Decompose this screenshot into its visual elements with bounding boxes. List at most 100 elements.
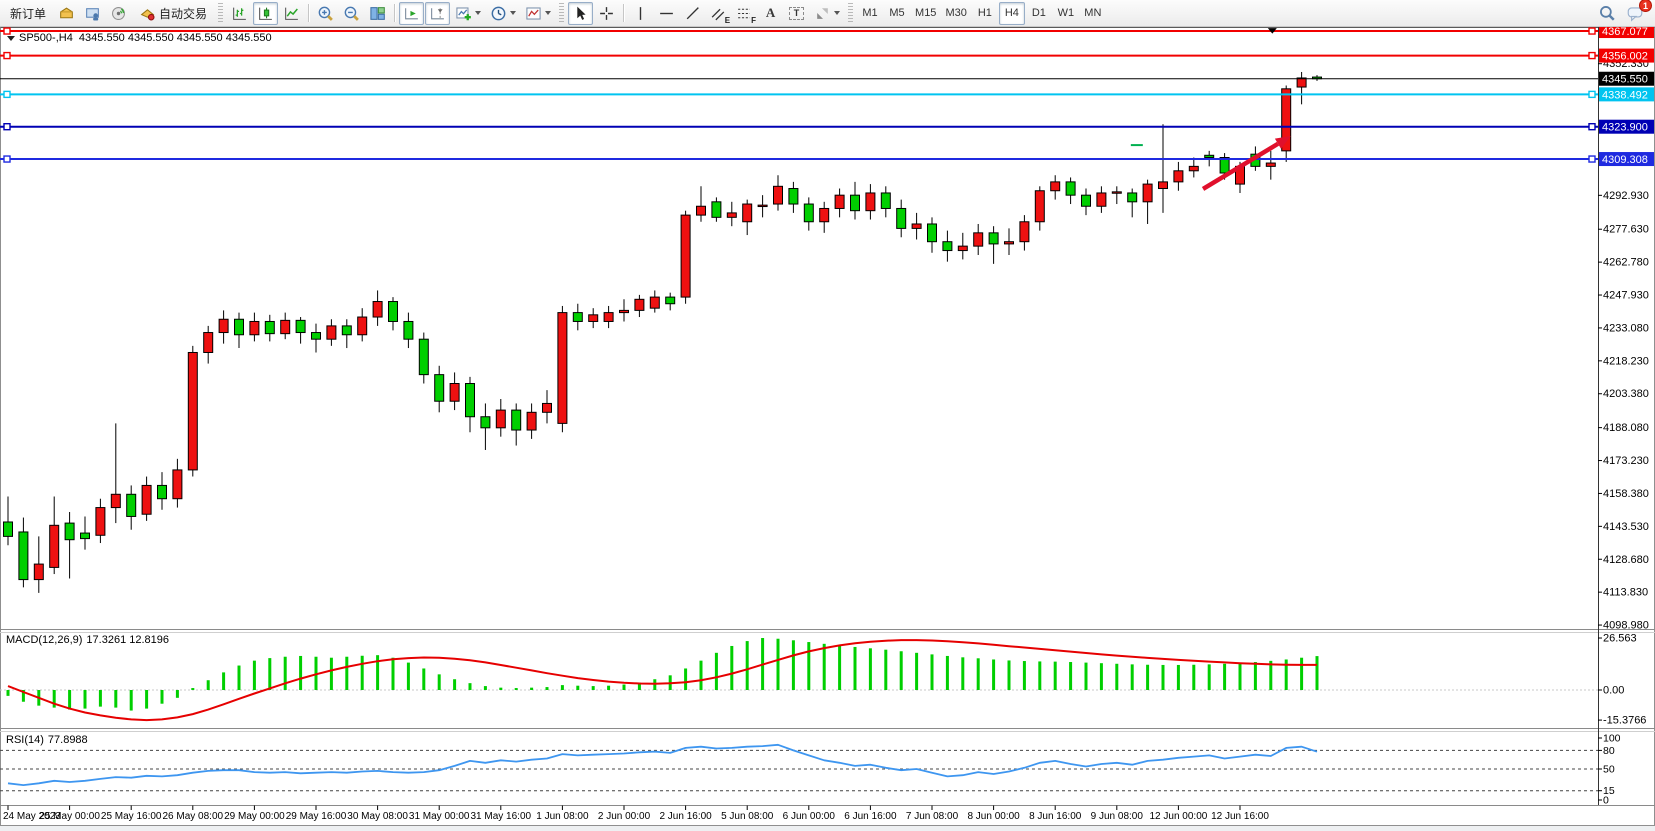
crosshair-icon (600, 6, 613, 20)
bar-chart-button[interactable] (227, 2, 252, 25)
add-indicator-button[interactable] (451, 2, 485, 25)
macd-histogram-bar (1315, 656, 1319, 690)
rsi-scale-label: 15 (1603, 785, 1615, 797)
autotrading-button[interactable]: 自动交易 (132, 2, 214, 25)
macd-histogram-bar (406, 662, 410, 690)
candle-body (742, 203, 753, 223)
candle-body (203, 332, 214, 353)
hline-handle[interactable] (3, 155, 11, 163)
chevron-down-icon (834, 11, 841, 15)
horizontal-line-button[interactable] (654, 2, 679, 25)
candle-body (603, 312, 614, 322)
new-order-button[interactable]: 新订单 (3, 2, 53, 25)
zoom-in-button[interactable] (313, 2, 338, 25)
trend-arrow[interactable] (1201, 141, 1280, 191)
macd-histogram-bar (175, 690, 179, 698)
tile-windows-button[interactable] (365, 2, 390, 25)
timeframe-w1-button[interactable]: W1 (1053, 2, 1079, 25)
macd-scale-label: 0.00 (1603, 685, 1624, 697)
fibonacci-button[interactable]: F (732, 2, 757, 25)
arrows-tool-icon (817, 7, 828, 19)
auto-scroll-button[interactable] (399, 1, 425, 25)
hline-badge-label: 4356.002 (1602, 51, 1648, 63)
candle-body (372, 301, 383, 318)
cursor-button[interactable] (568, 1, 594, 25)
price-scale[interactable] (1599, 27, 1655, 805)
chart-shift-button[interactable] (425, 1, 451, 25)
hline-handle[interactable] (1588, 27, 1596, 35)
horizontal-line-icon (660, 12, 673, 14)
rsi-scale-label: 100 (1603, 733, 1621, 745)
trend-arrow-head[interactable] (1274, 136, 1291, 149)
macd-histogram-bar (868, 648, 872, 690)
search-button[interactable] (1594, 2, 1620, 25)
line-chart-button[interactable] (279, 2, 304, 25)
timeframe-d1-button[interactable]: D1 (1026, 2, 1052, 25)
macd-histogram-bar (530, 687, 534, 690)
timeframe-m1-button[interactable]: M1 (857, 2, 883, 25)
candle-body (172, 469, 183, 500)
macd-histogram-bar (822, 643, 826, 690)
tile-windows-icon (370, 6, 385, 20)
candle-body (280, 319, 291, 335)
macd-histogram-bar (483, 686, 487, 690)
signals-button[interactable] (106, 2, 131, 25)
market-watch-button[interactable] (80, 2, 105, 25)
hline-handle[interactable] (1588, 123, 1596, 131)
timeframe-h4-button[interactable]: H4 (998, 1, 1025, 25)
zoom-out-button[interactable] (339, 2, 364, 25)
macd-histogram-bar (1238, 662, 1242, 690)
timeframe-mn-button[interactable]: MN (1080, 2, 1106, 25)
candle-body (465, 383, 475, 418)
macd-histogram-bar (1161, 664, 1165, 690)
time-tick-label: 29 May 00:00 (224, 811, 285, 822)
candle-body (1219, 157, 1230, 174)
vertical-line-button[interactable] (628, 2, 653, 25)
hline-handle[interactable] (1588, 90, 1596, 99)
hline-handle[interactable] (1588, 51, 1596, 60)
hline-handle[interactable] (3, 27, 11, 35)
macd-histogram-bar (1284, 659, 1288, 690)
price-tick-label: 4292.930 (1603, 190, 1649, 202)
hline-badge-label: 4345.550 (1602, 74, 1648, 86)
hline-handle[interactable] (3, 90, 11, 99)
templates-button[interactable] (521, 2, 555, 25)
timeframe-h1-button[interactable]: H1 (972, 2, 998, 25)
toolbar-grip (559, 3, 565, 23)
hline-handle[interactable] (1588, 155, 1596, 163)
collapse-icon[interactable] (7, 36, 15, 41)
period-button[interactable] (486, 2, 520, 25)
candle-body (480, 416, 491, 429)
macd-histogram-bar (453, 679, 457, 690)
timeframe-m5-button[interactable]: M5 (884, 2, 910, 25)
candle-body (357, 316, 368, 336)
macd-scale-label: -15.3766 (1603, 715, 1646, 727)
timeframe-m30-button[interactable]: M30 (941, 2, 970, 25)
arrows-tool-button[interactable] (810, 2, 844, 25)
candle-body (711, 201, 722, 218)
hline-handle[interactable] (3, 51, 11, 60)
trendline-button[interactable] (680, 2, 705, 25)
candlestick-chart-button[interactable] (253, 1, 279, 25)
candle-body (1204, 154, 1215, 159)
text-tool-button[interactable]: A (758, 2, 783, 25)
crosshair-button[interactable] (594, 2, 619, 25)
candle-body (157, 484, 167, 500)
charts-profile-button[interactable] (54, 2, 79, 25)
hline-handle[interactable] (3, 123, 11, 131)
notification-badge: 1 (1639, 0, 1652, 12)
charts-profile-icon (60, 7, 73, 18)
candle-body (850, 194, 860, 212)
macd-histogram-bar (114, 690, 118, 708)
bar-chart-icon (233, 7, 246, 20)
equidistant-channel-button[interactable]: E (706, 2, 731, 25)
time-scale[interactable] (0, 806, 1598, 826)
timeframe-m15-button[interactable]: M15 (911, 2, 940, 25)
chat-button[interactable]: 1 (1622, 0, 1652, 25)
text-label-button[interactable]: T (784, 2, 809, 25)
macd-histogram-bar (807, 642, 811, 690)
rsi-scale-label: 0 (1603, 795, 1609, 807)
candle-body (449, 383, 460, 402)
cursor-icon (577, 6, 586, 20)
candle-body (1004, 241, 1014, 245)
